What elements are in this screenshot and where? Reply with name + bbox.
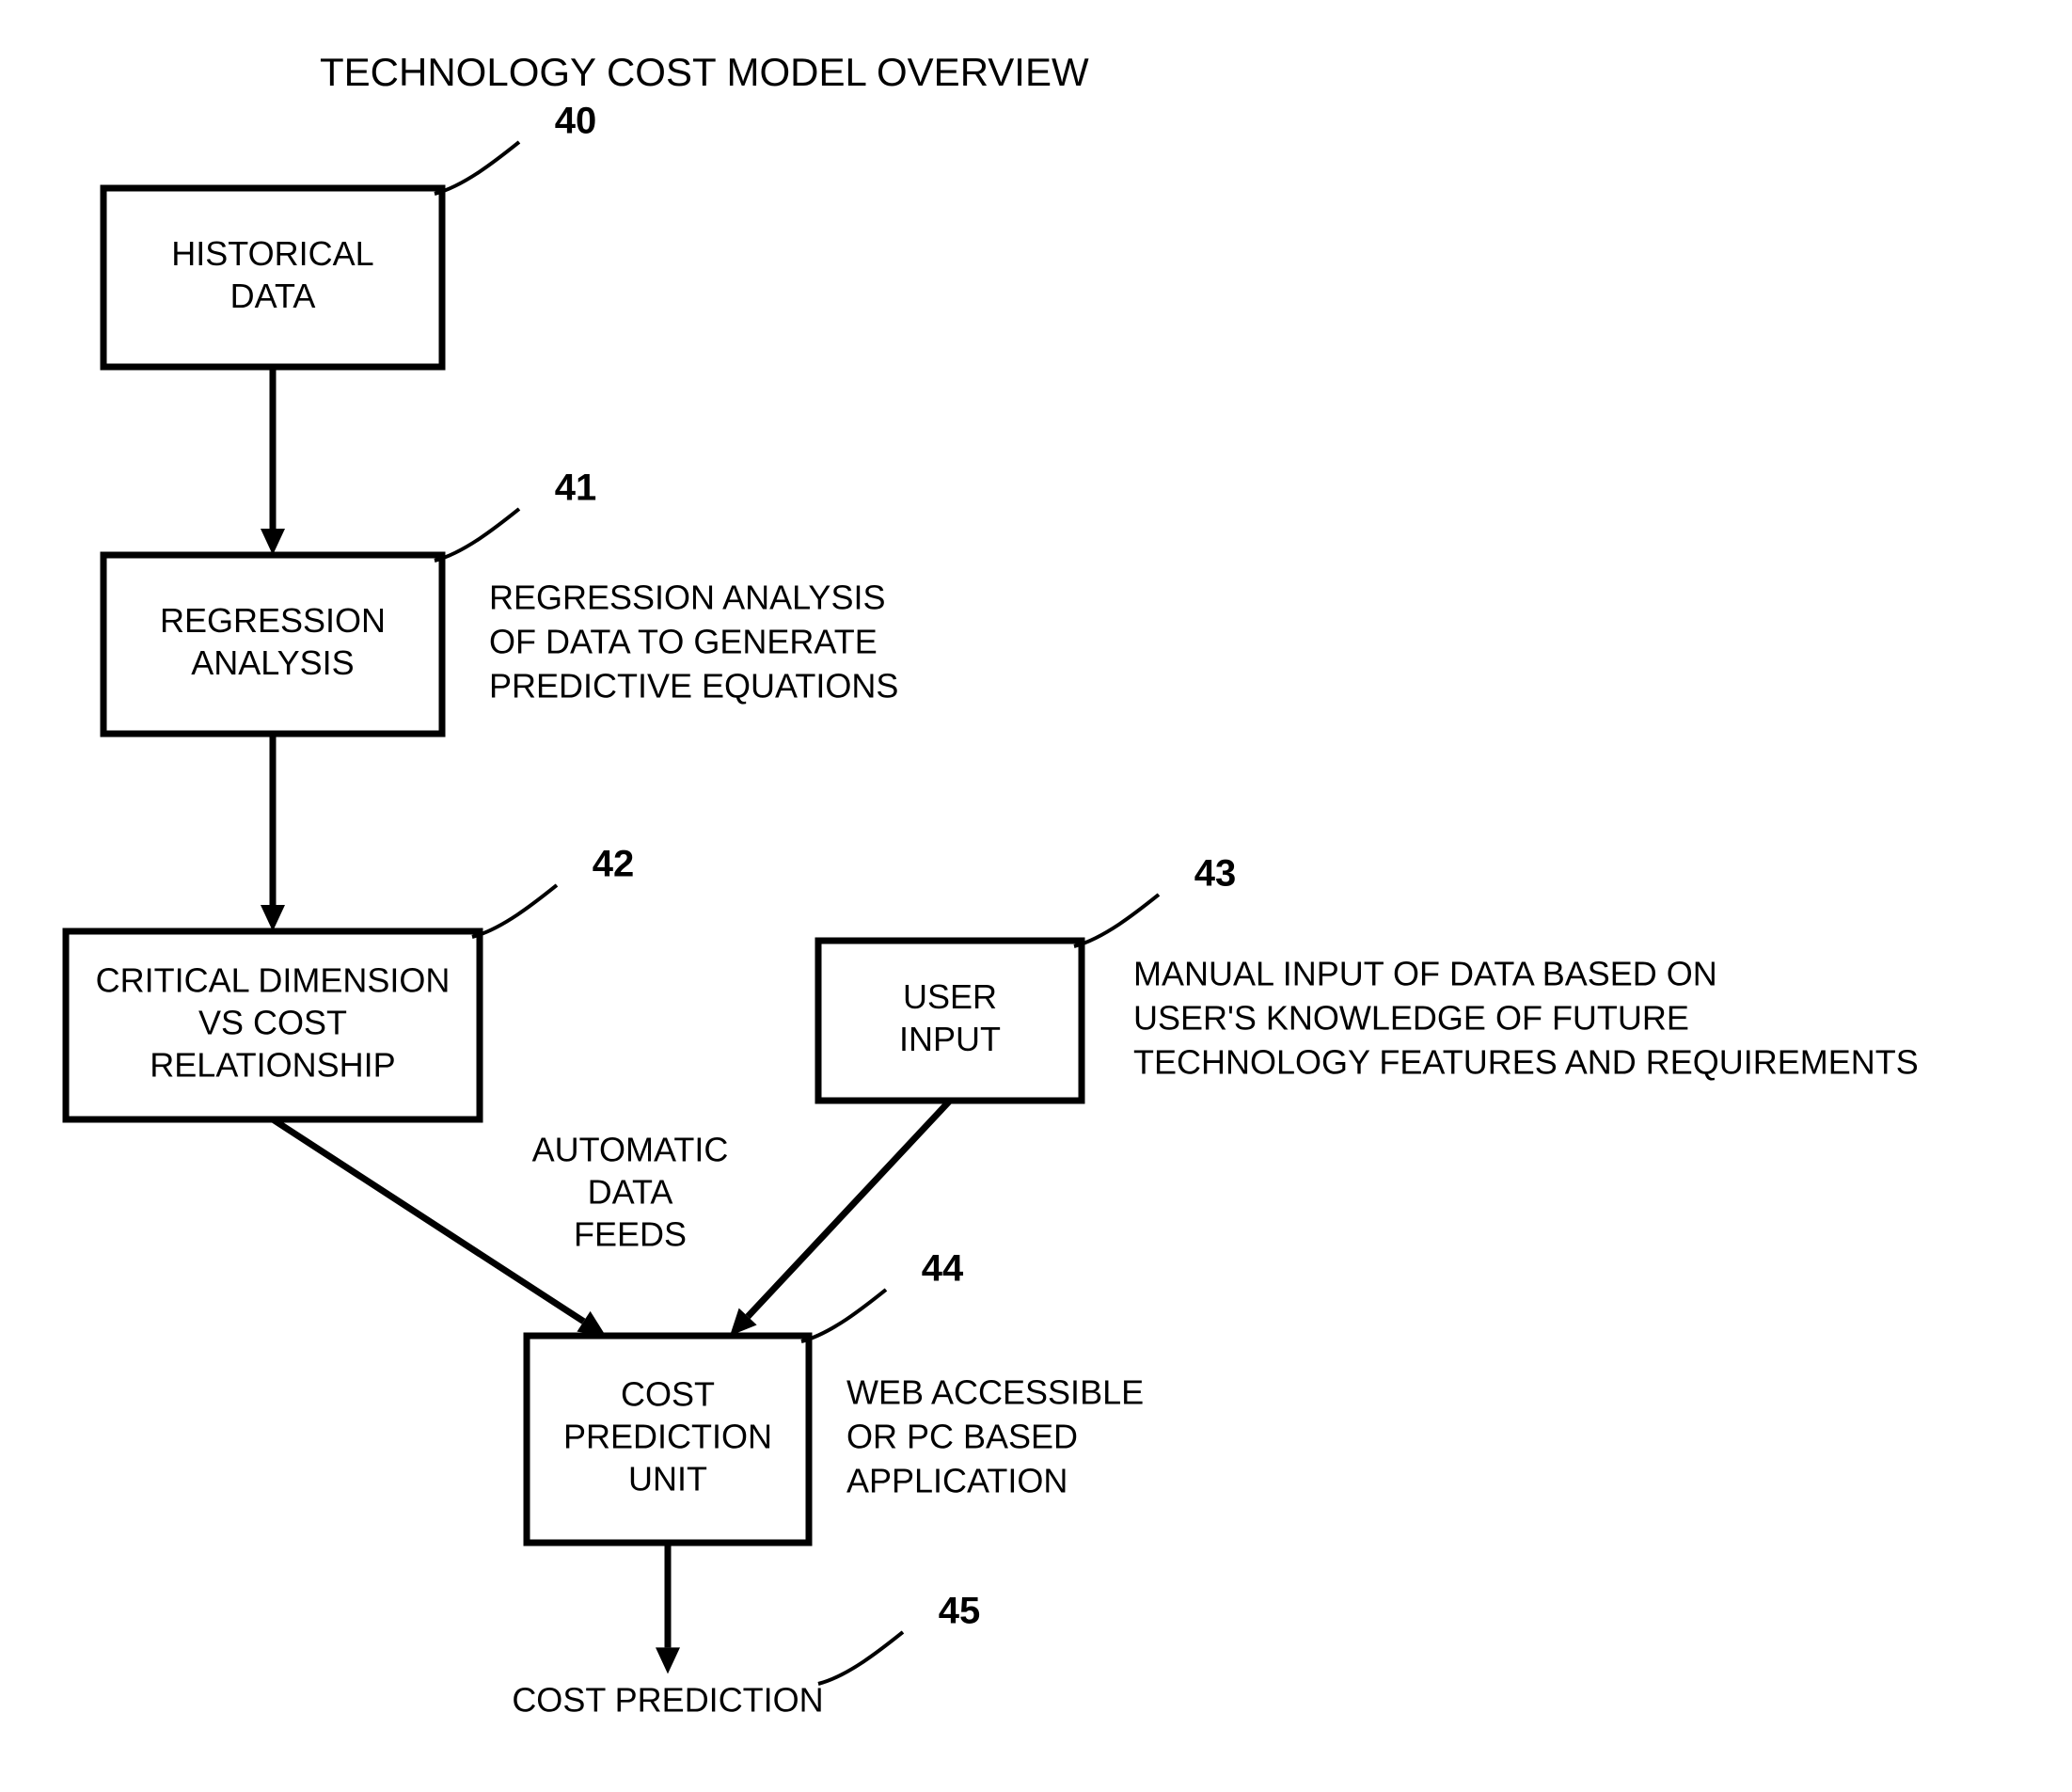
svg-text:DATA: DATA <box>230 277 316 315</box>
svg-text:USER'S KNOWLEDGE OF FUTURE: USER'S KNOWLEDGE OF FUTURE <box>1133 999 1689 1038</box>
svg-text:OF DATA TO GENERATE: OF DATA TO GENERATE <box>489 623 878 661</box>
svg-text:CRITICAL DIMENSION: CRITICAL DIMENSION <box>96 961 451 1000</box>
edge-2-label: AUTOMATIC DATAFEEDS <box>532 1131 729 1254</box>
node-n44-annotation: WEB ACCESSIBLE OR PC BASED APPLICATION <box>846 1373 1144 1500</box>
svg-text:USER: USER <box>903 977 997 1016</box>
svg-text:OR PC BASED: OR PC BASED <box>846 1418 1078 1456</box>
svg-text:PREDICTION: PREDICTION <box>563 1418 772 1456</box>
node-n43-annotation: MANUAL INPUT OF DATA BASED ON USER'S KNOW… <box>1133 955 1919 1082</box>
svg-text:41: 41 <box>555 468 597 509</box>
svg-text:MANUAL INPUT OF DATA BASED ON: MANUAL INPUT OF DATA BASED ON <box>1133 955 1717 993</box>
svg-text:TECHNOLOGY FEATURES AND REQUIR: TECHNOLOGY FEATURES AND REQUIREMENTS <box>1133 1042 1919 1081</box>
svg-text:42: 42 <box>593 844 635 885</box>
svg-text:REGRESSION ANALYSIS: REGRESSION ANALYSIS <box>489 579 885 617</box>
svg-text:45: 45 <box>939 1591 981 1632</box>
node-n41-annotation: REGRESSION ANALYSIS OF DATA TO GENERATE PR… <box>489 579 898 706</box>
svg-text:COST: COST <box>621 1375 715 1414</box>
svg-text:AUTOMATIC: AUTOMATIC <box>532 1131 729 1169</box>
svg-text:40: 40 <box>555 101 597 142</box>
svg-text:PREDICTIVE EQUATIONS: PREDICTIVE EQUATIONS <box>489 666 898 705</box>
svg-text:APPLICATION: APPLICATION <box>846 1461 1068 1499</box>
svg-text:DATA: DATA <box>588 1173 673 1212</box>
terminal-label: COST PREDICTION <box>512 1681 823 1720</box>
svg-text:ANALYSIS: ANALYSIS <box>191 643 354 682</box>
svg-text:WEB ACCESSIBLE: WEB ACCESSIBLE <box>846 1373 1144 1412</box>
svg-text:RELATIONSHIP: RELATIONSHIP <box>150 1046 395 1085</box>
svg-text:FEEDS: FEEDS <box>574 1215 687 1254</box>
diagram-title: TECHNOLOGY COST MODEL OVERVIEW <box>320 50 1089 94</box>
svg-text:44: 44 <box>922 1248 964 1290</box>
svg-text:HISTORICAL: HISTORICAL <box>171 234 373 273</box>
svg-text:REGRESSION: REGRESSION <box>160 601 386 640</box>
svg-text:INPUT: INPUT <box>899 1020 1001 1058</box>
svg-text:UNIT: UNIT <box>628 1460 707 1499</box>
svg-text:43: 43 <box>1194 853 1237 895</box>
svg-text:VS COST: VS COST <box>198 1004 347 1042</box>
